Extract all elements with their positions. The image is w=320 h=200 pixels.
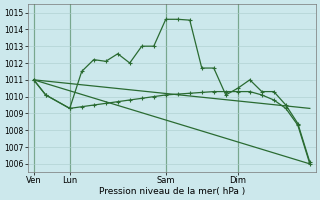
X-axis label: Pression niveau de la mer( hPa ): Pression niveau de la mer( hPa ) xyxy=(99,187,245,196)
